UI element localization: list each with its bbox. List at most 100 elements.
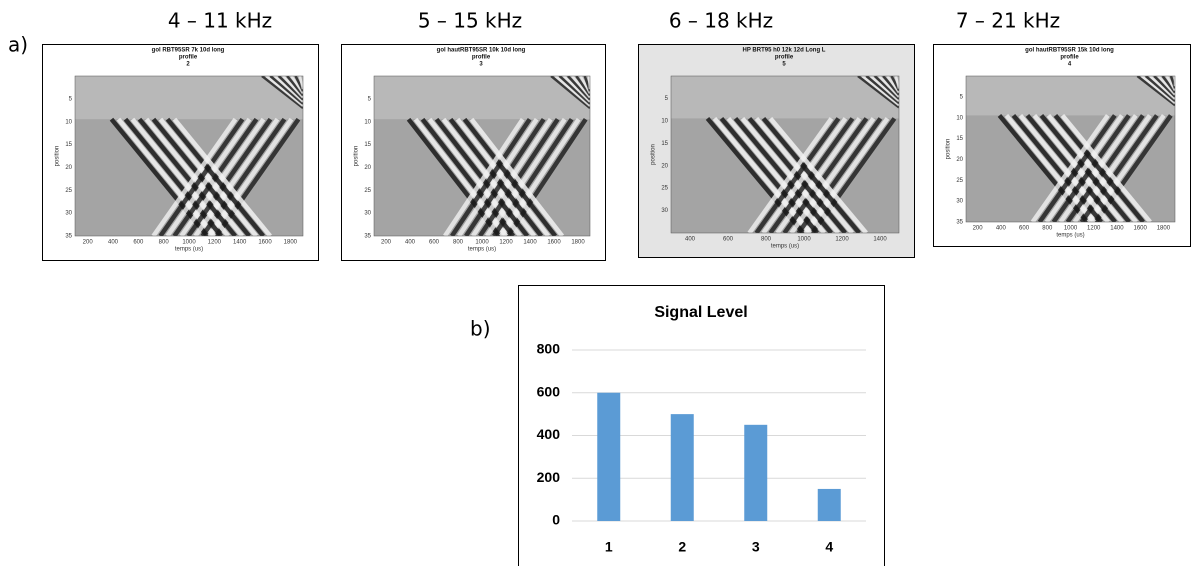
wave-stripe <box>865 76 899 105</box>
wave-stripe <box>869 76 899 103</box>
plot-axes <box>670 75 900 234</box>
bar <box>817 488 841 521</box>
frequency-label: 5 – 15 kHz <box>418 9 522 33</box>
wave-stripe <box>882 76 899 96</box>
wave-stripe <box>796 117 883 233</box>
wave-stripe <box>1161 76 1175 94</box>
wave-stripe <box>1044 114 1124 222</box>
wave-stripe <box>290 76 303 94</box>
wavefield <box>966 76 1175 222</box>
x-tick-label: 1200 <box>1087 226 1101 232</box>
wave-stripe <box>726 116 826 233</box>
wave-stripe <box>575 76 590 97</box>
wave-stripe <box>457 117 539 236</box>
x-axis-label: temps (us) <box>771 244 799 250</box>
y-tick-label: 400 <box>537 426 561 442</box>
plot-title: profile <box>179 55 198 61</box>
wavefield <box>671 76 899 233</box>
x-tick-label: 800 <box>1042 226 1053 232</box>
x-tick-label: 600 <box>1019 226 1030 232</box>
x-tick-label: 1000 <box>797 237 811 243</box>
plot-title: profile <box>472 55 491 61</box>
y-tick-label: 15 <box>364 142 371 148</box>
wave-stripe <box>747 117 834 233</box>
x-tick-label: 800 <box>453 240 464 246</box>
wave-stripe <box>894 76 899 89</box>
wave-stripe <box>450 117 532 236</box>
wave-stripe <box>130 117 230 236</box>
x-tick-label: 800 <box>761 237 772 243</box>
x-tick-label: 2 <box>678 539 686 555</box>
wave-stripe <box>810 117 897 233</box>
wave-stripe <box>286 76 303 97</box>
wave-stripe <box>116 117 216 236</box>
wave-stripe <box>137 117 237 236</box>
x-tick-label: 1400 <box>233 240 247 246</box>
x-axis-label: temps (us) <box>175 247 203 253</box>
x-tick-label: 1400 <box>873 237 887 243</box>
wave-stripe <box>1030 114 1110 222</box>
wave-stripe <box>1018 113 1110 222</box>
y-tick-label: 5 <box>368 96 372 102</box>
wave-stripe <box>886 76 899 94</box>
x-tick-label: 1 <box>605 539 613 555</box>
wave-stripe <box>1157 76 1175 96</box>
wave-stripe <box>427 117 523 236</box>
bar <box>597 392 621 521</box>
plot-title: gol hautRBT95SR 15k 10d long <box>1025 48 1114 54</box>
wave-stripe <box>733 116 833 233</box>
wave-stripe <box>165 117 265 236</box>
x-tick-label: 200 <box>973 226 984 232</box>
wave-stripe <box>165 117 252 236</box>
y-tick-label: 25 <box>661 186 668 192</box>
wave-stripe <box>282 76 303 99</box>
wave-stripe <box>1149 76 1175 100</box>
wave-stripe <box>261 76 303 109</box>
x-tick-label: 600 <box>723 237 734 243</box>
wave-stripe <box>550 76 590 109</box>
wave-stripe <box>1140 76 1175 105</box>
y-tick-label: 20 <box>956 157 963 163</box>
wave-stripe <box>1037 114 1117 222</box>
y-tick-label: 5 <box>960 94 964 100</box>
y-tick-label: 25 <box>364 188 371 194</box>
bar <box>670 414 694 521</box>
chart-title: Signal Level <box>654 304 747 321</box>
wave-stripe <box>554 76 590 107</box>
y-tick-label: 15 <box>661 141 668 147</box>
x-tick-label: 400 <box>108 240 119 246</box>
frequency-label: 7 – 21 kHz <box>956 9 1060 33</box>
x-tick-label: 1000 <box>1064 226 1078 232</box>
wave-stripe <box>861 76 899 107</box>
y-tick-label: 25 <box>956 178 963 184</box>
wave-stripe <box>455 117 551 236</box>
y-tick-label: 10 <box>956 115 963 121</box>
wave-stripe <box>803 117 890 233</box>
x-tick-label: 1200 <box>499 240 513 246</box>
x-tick-label: 600 <box>133 240 144 246</box>
plot-title: 2 <box>186 62 190 68</box>
x-tick-label: 400 <box>405 240 416 246</box>
y-tick-label: 800 <box>537 341 561 357</box>
y-tick-label: 30 <box>364 211 371 217</box>
wave-stripe <box>1053 113 1145 222</box>
wave-stripe <box>151 117 238 236</box>
y-tick-label: 30 <box>661 208 668 214</box>
wave-stripe <box>269 76 303 105</box>
plot-title: 5 <box>782 62 786 68</box>
wave-stripe <box>158 117 245 236</box>
wave-stripe <box>273 76 303 103</box>
wavefield-top <box>671 76 899 119</box>
y-tick-label: 15 <box>65 142 72 148</box>
frequency-label: 6 – 18 kHz <box>669 9 773 33</box>
panel-label: b) <box>470 317 491 341</box>
x-axis-label: temps (us) <box>468 247 496 253</box>
wavefield-top <box>75 76 303 120</box>
wave-stripe <box>857 76 899 109</box>
y-tick-label: 10 <box>364 119 371 125</box>
plot-title: profile <box>1060 55 1079 61</box>
y-tick-label: 20 <box>65 165 72 171</box>
y-tick-label: 15 <box>956 136 963 142</box>
y-tick-label: 35 <box>956 220 963 226</box>
